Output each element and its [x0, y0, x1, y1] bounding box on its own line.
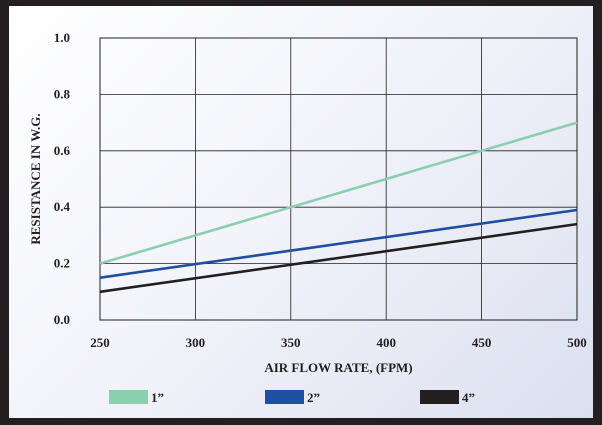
x-axis-title: AIR FLOW RATE, (FPM)	[264, 360, 412, 375]
legend-label-3: 4”	[462, 390, 475, 405]
series-line-3	[99, 222, 578, 294]
series-line-1	[99, 121, 578, 265]
x-tick-labels: 250 300 350 400 450 500	[90, 335, 587, 350]
legend-swatch-3	[420, 390, 459, 404]
y-tick-labels: 0.0 0.2 0.4 0.6 0.8 1.0	[54, 30, 71, 327]
legend-swatch-2	[265, 390, 304, 404]
legend-label-1: 1”	[151, 390, 164, 405]
y-tick-label: 0.4	[54, 199, 71, 214]
line-chart: 250 300 350 400 450 500 0.0 0.2 0.4 0.6 0.8 1.0 AI…	[28, 30, 587, 405]
series-lines	[99, 121, 578, 294]
grid-lines	[99, 37, 578, 321]
legend: 1” 2” 4”	[109, 390, 475, 405]
x-tick-label: 500	[567, 335, 587, 350]
y-tick-label: 0.2	[54, 256, 70, 271]
y-axis-title: RESISTANCE IN W.G.	[28, 113, 43, 244]
series-line-2	[99, 208, 578, 279]
y-tick-label: 0.8	[54, 86, 71, 101]
x-tick-label: 250	[90, 335, 110, 350]
plot-area	[99, 37, 578, 321]
x-tick-label: 300	[186, 335, 206, 350]
x-tick-label: 400	[376, 335, 396, 350]
y-tick-label: 0.0	[54, 312, 70, 327]
y-tick-label: 0.6	[54, 143, 71, 158]
legend-swatch-1	[109, 390, 148, 404]
x-tick-label: 350	[281, 335, 301, 350]
chart-panel: 250 300 350 400 450 500 0.0 0.2 0.4 0.6 0.8 1.0 AI…	[9, 6, 593, 418]
legend-label-2: 2”	[307, 390, 320, 405]
x-tick-label: 450	[472, 335, 492, 350]
y-tick-label: 1.0	[54, 30, 70, 45]
